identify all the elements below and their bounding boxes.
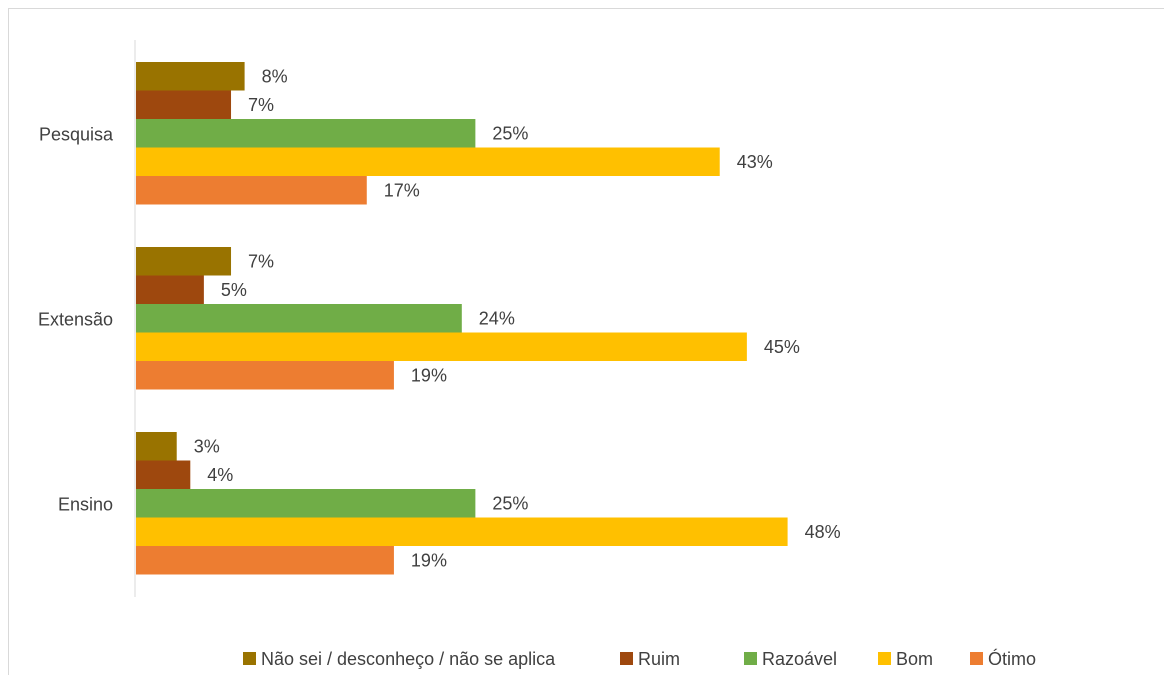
bar [136,361,394,390]
bar [136,304,462,333]
bar [136,517,788,546]
legend-label: Não sei / desconheço / não se aplica [261,649,556,669]
data-label: 19% [411,550,447,570]
chart-frame [8,8,1164,675]
data-label: 25% [492,123,528,143]
bar [136,90,232,119]
bar [136,119,476,148]
data-label: 7% [248,251,274,271]
bar [136,247,232,276]
data-label: 4% [207,465,233,485]
bar [136,489,476,518]
bar [136,460,191,489]
data-label: 19% [411,365,447,385]
category-label: Ensino [58,494,113,514]
data-label: 25% [492,493,528,513]
legend-swatch [620,652,633,665]
legend-swatch [878,652,891,665]
data-label: 48% [805,522,841,542]
category-label: Extensão [38,309,113,329]
data-label: 8% [262,66,288,86]
bar [136,275,204,304]
bar [136,332,747,361]
legend-label: Ótimo [988,648,1036,669]
bar [136,176,367,205]
legend-label: Bom [896,649,933,669]
bar [136,546,394,575]
legend-label: Ruim [638,649,680,669]
data-label: 43% [737,152,773,172]
plot-area: Pesquisa8%7%25%43%17%Extensão7%5%24%45%1… [38,40,841,597]
legend-swatch [970,652,983,665]
legend: Não sei / desconheço / não se aplica Ruim… [243,648,1036,669]
data-label: 3% [194,436,220,456]
data-label: 7% [248,95,274,115]
data-label: 5% [221,280,247,300]
data-label: 45% [764,337,800,357]
category-label: Pesquisa [39,124,114,144]
legend-swatch [243,652,256,665]
bar [136,147,720,176]
legend-label: Razoável [762,649,837,669]
bar [136,432,177,461]
legend-swatch [744,652,757,665]
data-label: 24% [479,308,515,328]
data-label: 17% [384,180,420,200]
bar [136,62,245,91]
